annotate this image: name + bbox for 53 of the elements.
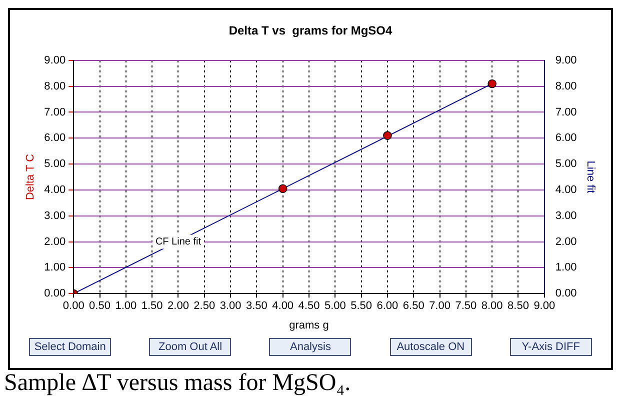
text: Sample ∆T versus mass for MgSO₄.	[4, 370, 351, 397]
y-tick-label: 9.00	[44, 54, 66, 66]
x-tick-label: 4.50	[298, 300, 320, 312]
x-tick-label: 3.00	[220, 300, 242, 312]
toolbar-button: Analysis	[269, 338, 352, 356]
y-tick-label: 5.00	[44, 158, 66, 170]
x-tick-label: 1.50	[141, 300, 163, 312]
y-tick-label: 0.00	[44, 288, 66, 300]
toolbar-button: Y-Axis DIFF	[510, 338, 592, 356]
y-tick-label: 3.00	[44, 210, 66, 222]
x-axis-title: grams g	[289, 319, 329, 332]
y-tick-label: 4.00	[44, 184, 66, 196]
y-tick-label: 6.00	[44, 132, 66, 144]
x-tick-label: 7.00	[429, 300, 450, 312]
y2-axis-title: Line fit	[584, 160, 596, 194]
y2-tick-label: 2.00	[555, 236, 577, 248]
toolbar-button: Zoom Out All	[149, 338, 232, 356]
y2-tick-label: 0.00	[555, 288, 577, 300]
chart-title: Delta T vs grams for MgSO4	[228, 24, 393, 38]
x-tick-label: 1.00	[115, 300, 137, 312]
x-tick-label: 3.50	[246, 300, 268, 312]
x-tick-label: 0.00	[62, 300, 84, 312]
x-tick-label: 5.00	[324, 300, 346, 312]
x-tick-label: 0.50	[89, 300, 110, 312]
annotation: CF Line fit	[155, 236, 202, 248]
x-tick-label: 6.00	[376, 300, 398, 312]
y2-tick-label: 4.00	[555, 184, 577, 196]
x-tick-label: 2.50	[194, 300, 216, 312]
y-tick-label: 7.00	[44, 106, 66, 118]
y-tick-label: 8.00	[44, 80, 66, 92]
y2-tick-label: 8.00	[555, 80, 577, 92]
x-tick-label: 8.00	[481, 300, 503, 312]
y-tick-label: 2.00	[44, 236, 66, 248]
point	[278, 184, 288, 194]
y2-tick-label: 9.00	[555, 54, 577, 66]
x-tick-label: 6.50	[402, 300, 424, 312]
y-tick-label: 1.00	[44, 262, 66, 274]
y2-tick-label: 6.00	[555, 132, 577, 144]
x-tick-label: 8.50	[508, 300, 529, 312]
y2-tick-label: 3.00	[555, 210, 577, 222]
y2-tick-label: 1.00	[555, 262, 577, 274]
point	[383, 131, 392, 140]
x-tick-label: 9.00	[534, 300, 556, 312]
y-axis-title: Delta T C	[24, 154, 37, 200]
x-tick-label: 5.50	[350, 300, 372, 312]
point	[488, 79, 496, 88]
x-tick-label: 2.00	[168, 300, 189, 312]
x-tick-label: 7.50	[455, 300, 477, 312]
y2-tick-label: 5.00	[555, 158, 577, 170]
toolbar-button: Autoscale ON	[390, 338, 472, 356]
x-tick-label: 4.00	[272, 300, 294, 312]
toolbar-button: Select Domain	[29, 338, 112, 356]
y2-tick-label: 7.00	[555, 106, 577, 118]
